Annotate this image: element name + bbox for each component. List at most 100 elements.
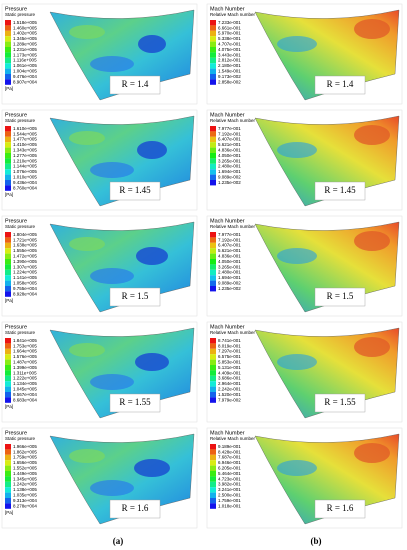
legend-swatch (5, 180, 11, 186)
legend-level: 9.755e+004 (13, 286, 37, 291)
legend-level: 7.687e-001 (218, 455, 241, 460)
legend-swatch (5, 147, 11, 153)
legend-level: 5.131e-001 (218, 365, 241, 370)
legend-level: 1.759e-001 (218, 498, 241, 503)
legend-level: 1.345e+005 (13, 476, 37, 481)
contour-region (138, 35, 166, 53)
legend-swatch (5, 286, 11, 292)
legend-level: 1.966e+005 (13, 444, 37, 449)
legend-level: 9.313e+004 (13, 498, 37, 503)
legend-swatch (210, 481, 216, 488)
legend-swatch (210, 503, 216, 509)
legend-level: 8.019e-001 (218, 343, 241, 348)
legend-level: 1.277e+005 (13, 153, 37, 158)
legend-level: 8.741e-001 (218, 338, 241, 343)
legend-swatch (210, 392, 216, 398)
legend-swatch (5, 386, 11, 392)
legend-swatch (210, 74, 216, 80)
legend-level: 7.233e-001 (218, 20, 241, 25)
legend-level: 6.407e-001 (218, 243, 241, 248)
legend-swatch (210, 465, 216, 471)
legend-level: 1.520e-001 (218, 392, 241, 397)
label-box (109, 75, 161, 95)
legend-level: 2.480e-001 (218, 164, 241, 169)
legend-swatch (5, 237, 11, 243)
legend-swatch (5, 68, 11, 74)
legend-swatch (5, 365, 11, 371)
legend-swatch (210, 25, 216, 31)
legend-swatch (5, 126, 11, 132)
legend-swatch (5, 397, 11, 403)
caption: (a) (113, 536, 124, 546)
contour-region (277, 248, 317, 264)
legend-swatch (5, 158, 11, 164)
legend-level: 1.141e+005 (13, 275, 37, 280)
legend-level: 4.723e-001 (218, 476, 241, 481)
legend-swatch (5, 348, 11, 355)
legend-level: 1.759e+005 (13, 455, 37, 460)
legend-swatch (210, 242, 216, 249)
legend-level: 1.518e+005 (13, 20, 37, 25)
legend-level: 1.045e+005 (13, 386, 37, 391)
legend-level: 1.487e+005 (13, 359, 37, 364)
legend-swatch (5, 269, 11, 276)
label-box (109, 499, 161, 519)
legend-level: 9.089e-002 (218, 174, 241, 179)
legend-swatch (5, 280, 11, 286)
radius-label: R = 1.4 (122, 79, 149, 89)
legend-swatch (210, 444, 216, 450)
legend-swatch (210, 343, 216, 349)
legend-level: 3.265e-001 (218, 158, 241, 163)
legend-swatch (210, 253, 216, 259)
legend-level: 1.311e+005 (13, 370, 37, 375)
legend-swatch (5, 354, 11, 360)
legend-subtitle: Static pressure (5, 12, 36, 17)
legend-subtitle: Relative Mach number (210, 12, 256, 17)
legend-swatch (210, 20, 216, 26)
legend-level: 1.576e+005 (13, 354, 37, 359)
legend-swatch (5, 74, 11, 80)
legend-swatch (5, 498, 11, 504)
legend-level: 7.979e-002 (218, 397, 241, 402)
legend-level: 4.050e-001 (218, 153, 241, 158)
contour-region (90, 56, 134, 72)
legend-level: 5.464e-001 (218, 471, 241, 476)
legend-level: 1.804e+005 (13, 232, 37, 237)
legend-title: Pressure (5, 218, 27, 224)
legend-level: 5.853e-001 (218, 359, 241, 364)
legend-level: 1.138e+005 (13, 487, 37, 492)
legend-swatch (210, 174, 216, 180)
legend-unit: [Pa] (5, 86, 13, 91)
legend-level: 1.289e+005 (13, 41, 37, 46)
legend-subtitle: Static pressure (5, 118, 36, 123)
legend-swatch (5, 52, 11, 58)
radius-label: R = 1.55 (119, 397, 151, 407)
legend-swatch (210, 386, 216, 392)
legend-level: 1.841e+005 (13, 338, 37, 343)
legend-level: 1.058e+005 (13, 280, 37, 285)
legend-level: 1.134e+005 (13, 381, 37, 386)
legend-level: 3.686e-001 (218, 376, 241, 381)
legend-swatch (5, 142, 11, 148)
legend-swatch (210, 68, 216, 74)
legend-swatch (5, 481, 11, 488)
legend-swatch (210, 163, 216, 170)
radius-label: R = 1.6 (327, 503, 354, 513)
legend-level: 6.661e-001 (218, 25, 241, 30)
legend-unit: [Pa] (5, 298, 13, 303)
legend-level: 1.477e+005 (13, 137, 37, 142)
legend-level: 3.443e-001 (218, 52, 241, 57)
contour-region (136, 247, 168, 265)
legend-swatch (210, 454, 216, 461)
legend-level: 4.836e-001 (218, 147, 241, 152)
legend-subtitle: Relative Mach number (210, 436, 256, 441)
legend-level: 9.567e+004 (13, 392, 37, 397)
legend-level: 1.656e+005 (13, 460, 37, 465)
legend-level: 1.144e+005 (13, 164, 37, 169)
legend-swatch (5, 381, 11, 387)
